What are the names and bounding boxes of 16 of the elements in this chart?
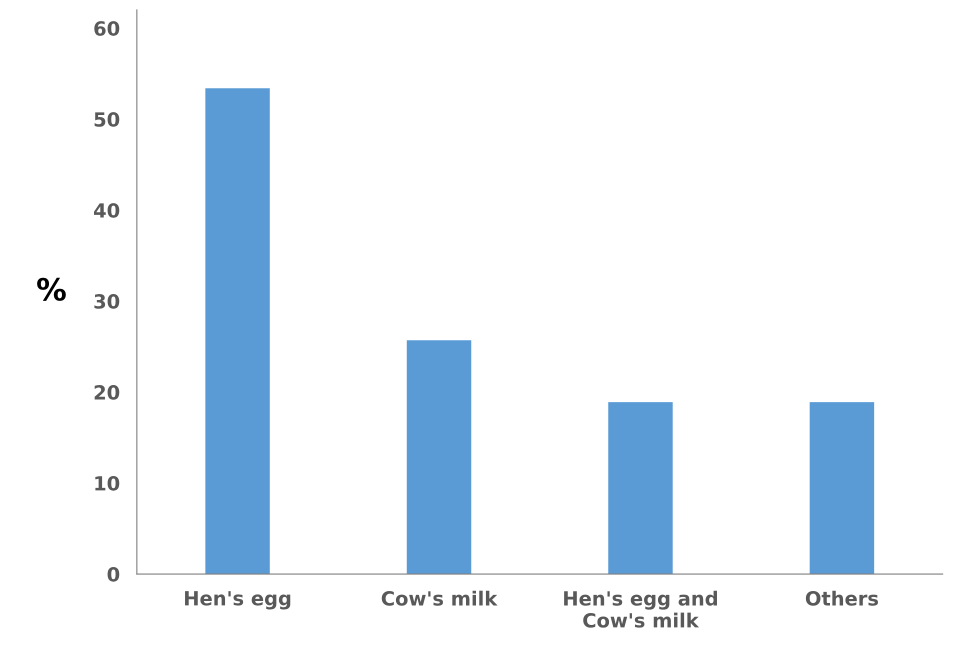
bar: [608, 402, 673, 574]
x-tick-label: Cow's milk: [382, 590, 498, 606]
y-tick-label: 60: [94, 21, 120, 36]
bar: [406, 340, 472, 574]
y-tick-label: 50: [94, 112, 120, 127]
y-tick-label: 0: [108, 566, 120, 582]
y-tick-label: 40: [94, 203, 120, 218]
y-tick-label: 20: [94, 385, 120, 400]
x-tick-label: Others: [806, 590, 878, 606]
bar: [205, 88, 270, 574]
y-tick-label: 30: [94, 294, 120, 309]
bar: [810, 402, 874, 574]
x-tick-label: Hen's egg: [185, 591, 290, 610]
x-tick-label: Hen's egg and Cow's milk: [564, 590, 717, 628]
y-tick-label: 10: [95, 476, 120, 491]
y-axis-title: %: [37, 278, 66, 301]
